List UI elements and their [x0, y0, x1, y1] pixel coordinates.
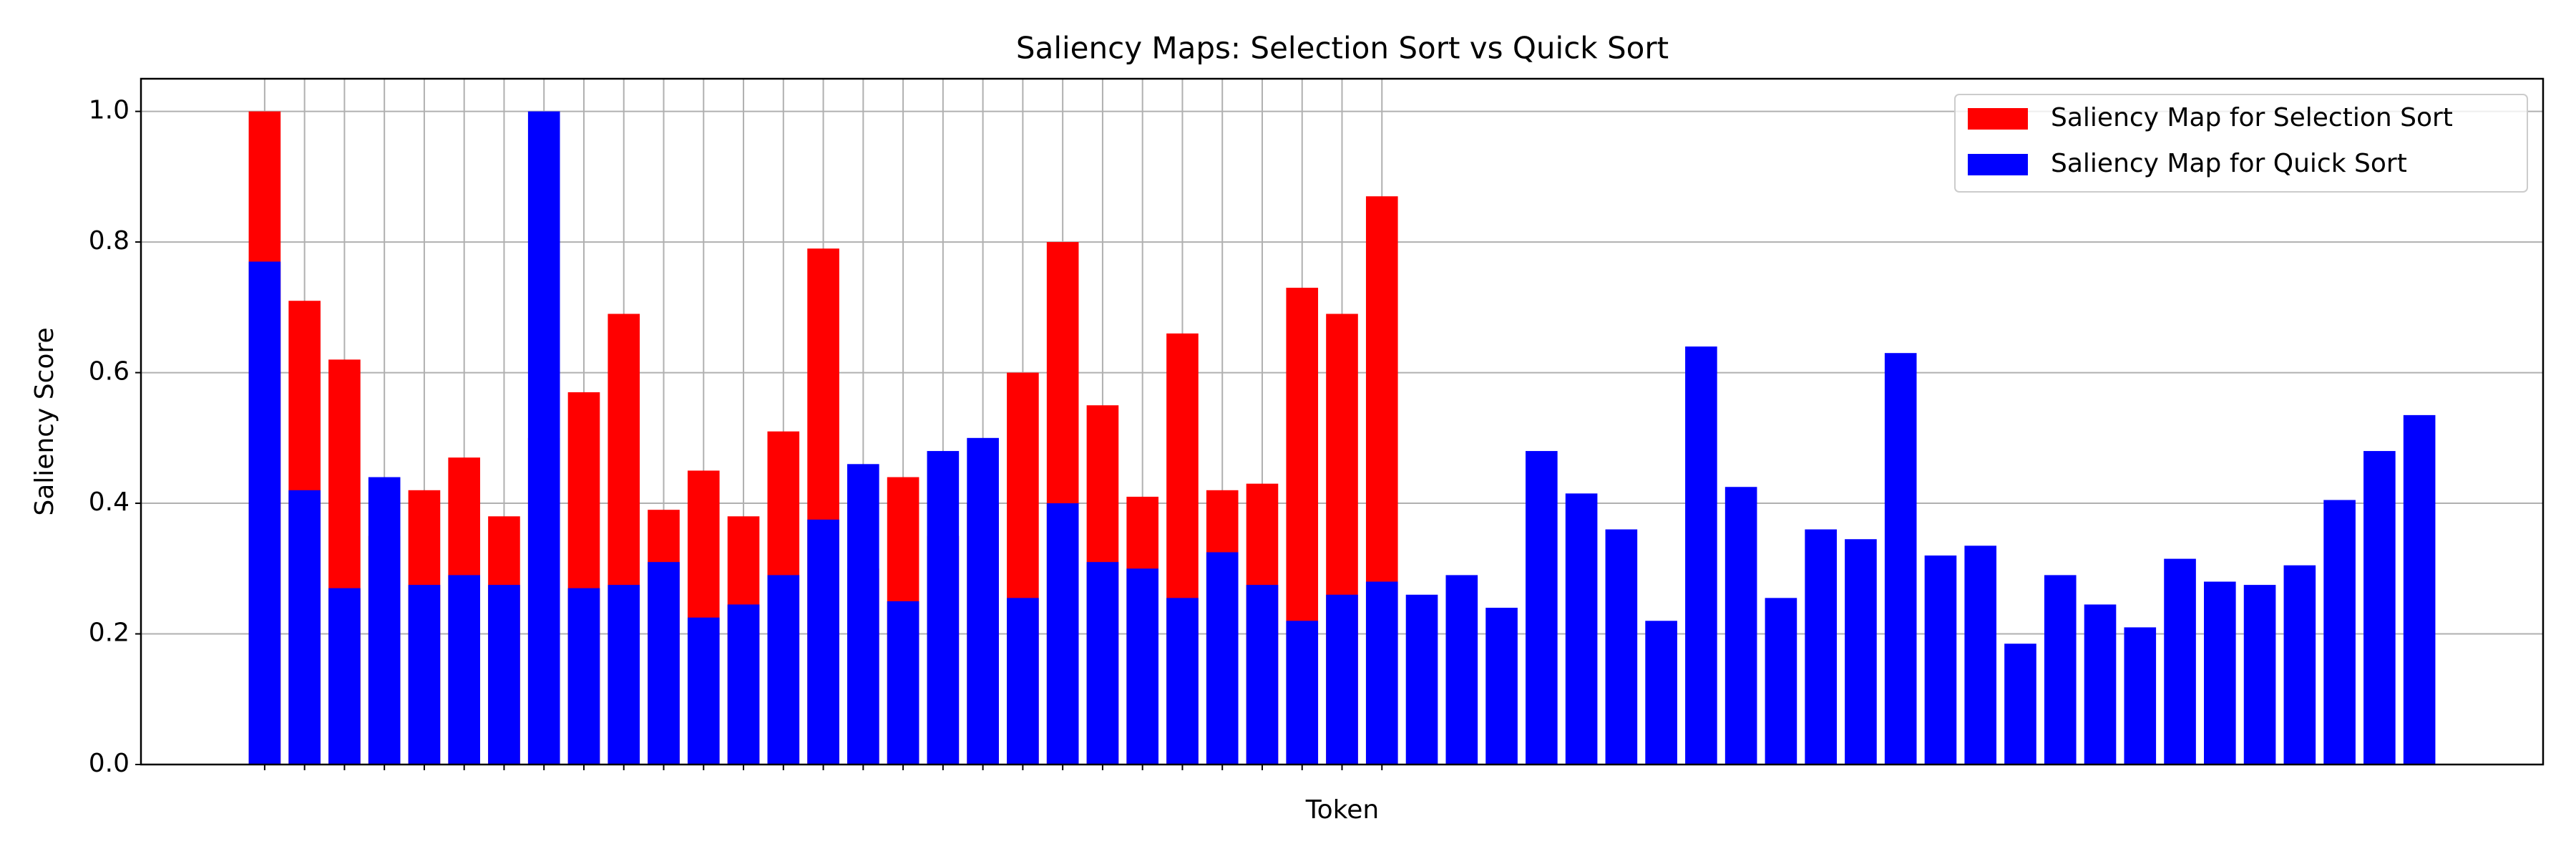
bar [527, 111, 560, 765]
bar [368, 477, 401, 765]
bar [2044, 575, 2077, 765]
axes: 0.0 0.2 0.4 0.6 0.8 1.0 Saliency Map for Selec… [89, 77, 2545, 778]
bar [448, 575, 480, 765]
legend-swatch [1968, 108, 2028, 130]
bar [1206, 552, 1239, 765]
bar [1166, 598, 1199, 765]
bar [2204, 581, 2236, 765]
bar [1526, 451, 1558, 765]
bar [2323, 500, 2356, 765]
y-tick-label: 0.2 [89, 618, 130, 648]
bar [1964, 545, 1997, 765]
bar [1605, 529, 1638, 765]
bar [1246, 585, 1279, 765]
bar [488, 585, 520, 765]
bar [1765, 598, 1797, 765]
bar [1645, 621, 1677, 765]
bar [1884, 353, 1917, 765]
bar [1086, 562, 1119, 765]
bar [288, 490, 321, 765]
bar [1126, 568, 1158, 765]
bar [1924, 555, 1957, 765]
y-tick-label: 1.0 [89, 96, 130, 125]
chart-title: Saliency Maps: Selection Sort vs Quick S… [1016, 31, 1669, 66]
bar [847, 464, 879, 765]
bar [767, 575, 800, 765]
y-tick-label: 0.6 [89, 357, 130, 387]
bar [328, 588, 361, 765]
y-tick-label: 0.0 [89, 749, 130, 778]
bar [1365, 581, 1398, 765]
bar [687, 617, 720, 765]
bar [2164, 558, 2196, 765]
bar [807, 519, 839, 765]
bar [248, 261, 281, 765]
legend-swatch [1968, 154, 2028, 175]
bar [1405, 594, 1438, 765]
plot-frame [140, 77, 2545, 766]
bar [2124, 627, 2157, 765]
bar [1805, 529, 1837, 765]
legend-label: Saliency Map for Quick Sort [2051, 149, 2407, 178]
bar [2084, 604, 2117, 765]
bar [648, 562, 680, 765]
bar [1685, 346, 1717, 765]
bar [2403, 414, 2436, 765]
bar [1845, 539, 1877, 765]
bar [1326, 594, 1358, 765]
legend-box [1954, 94, 2528, 193]
bar [2243, 585, 2276, 765]
bar [2004, 644, 2036, 765]
bar [567, 588, 600, 765]
bar [1485, 608, 1518, 765]
bar [2283, 565, 2316, 765]
bar [1724, 487, 1757, 765]
bar [1046, 503, 1079, 765]
bar [1286, 621, 1319, 765]
bar [1565, 493, 1598, 765]
x-axis-label: Token [1305, 795, 1379, 825]
bar [887, 601, 919, 765]
bars [248, 111, 2436, 765]
y-tick-label: 0.4 [89, 487, 130, 517]
y-axis-label: Saliency Score [30, 327, 59, 515]
bar [1445, 575, 1478, 765]
legend-label: Saliency Map for Selection Sort [2051, 103, 2453, 132]
bar [608, 585, 640, 765]
bar [408, 585, 441, 765]
bar [967, 437, 999, 765]
y-tick-label: 0.8 [89, 226, 130, 256]
bar [927, 451, 960, 765]
bar [1007, 598, 1039, 765]
bar [2363, 451, 2396, 765]
bar [727, 604, 760, 765]
